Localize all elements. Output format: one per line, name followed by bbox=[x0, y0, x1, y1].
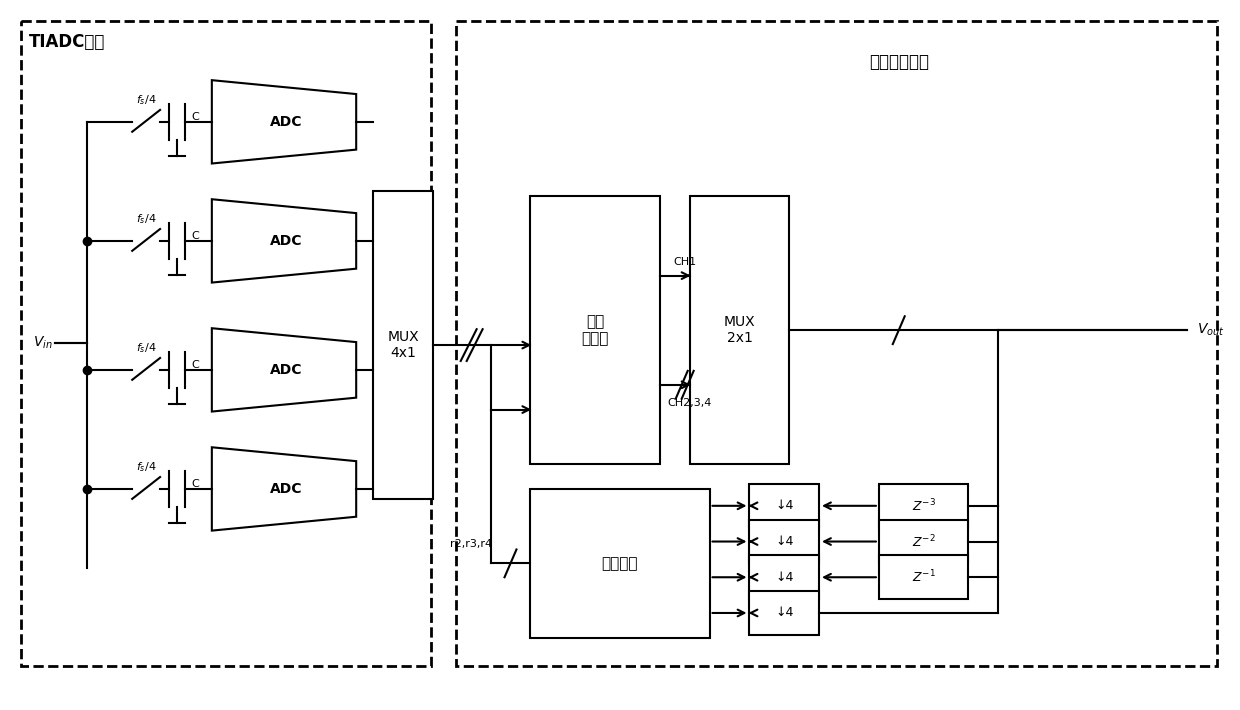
Bar bbox=[531, 489, 709, 638]
Text: MUX
4x1: MUX 4x1 bbox=[387, 330, 419, 360]
Text: $f_s/4$: $f_s/4$ bbox=[136, 460, 156, 474]
Bar bbox=[531, 196, 660, 464]
Text: TIADC系统: TIADC系统 bbox=[29, 33, 105, 51]
Polygon shape bbox=[212, 328, 356, 412]
Text: $f_s/4$: $f_s/4$ bbox=[136, 93, 156, 107]
Bar bbox=[749, 555, 820, 599]
Text: ↓4: ↓4 bbox=[775, 535, 794, 548]
Bar bbox=[749, 591, 820, 635]
Polygon shape bbox=[212, 80, 356, 163]
Text: ADC: ADC bbox=[270, 234, 303, 248]
Text: CH1: CH1 bbox=[673, 257, 697, 267]
Text: $V_{in}$: $V_{in}$ bbox=[32, 335, 52, 351]
Text: MUX
2x1: MUX 2x1 bbox=[724, 315, 755, 345]
Polygon shape bbox=[212, 200, 356, 283]
Text: $V_{out}$: $V_{out}$ bbox=[1198, 322, 1225, 339]
Text: ↓4: ↓4 bbox=[775, 571, 794, 584]
Bar bbox=[21, 21, 430, 665]
Bar bbox=[456, 21, 1218, 665]
Bar bbox=[749, 520, 820, 563]
Text: $Z^{-3}$: $Z^{-3}$ bbox=[911, 498, 936, 514]
Text: 数字校准部分: 数字校准部分 bbox=[869, 53, 929, 71]
Text: C: C bbox=[191, 479, 198, 489]
Text: ↓4: ↓4 bbox=[775, 499, 794, 513]
Bar bbox=[749, 484, 820, 528]
Bar bbox=[373, 191, 433, 499]
Text: $f_s/4$: $f_s/4$ bbox=[136, 341, 156, 355]
Text: ADC: ADC bbox=[270, 363, 303, 377]
Bar bbox=[879, 555, 968, 599]
Bar bbox=[689, 196, 789, 464]
Bar bbox=[879, 520, 968, 563]
Text: ADC: ADC bbox=[270, 482, 303, 496]
Text: $Z^{-2}$: $Z^{-2}$ bbox=[911, 533, 935, 550]
Text: C: C bbox=[191, 112, 198, 122]
Text: 重构
滤波器: 重构 滤波器 bbox=[582, 314, 609, 346]
Text: ADC: ADC bbox=[270, 115, 303, 129]
Text: 失配估计: 失配估计 bbox=[601, 556, 639, 571]
Text: ↓4: ↓4 bbox=[775, 606, 794, 619]
Text: $f_s/4$: $f_s/4$ bbox=[136, 212, 156, 226]
Text: C: C bbox=[191, 360, 198, 370]
Text: r2,r3,r4: r2,r3,r4 bbox=[450, 538, 492, 549]
Bar bbox=[879, 484, 968, 528]
Text: $Z^{-1}$: $Z^{-1}$ bbox=[911, 569, 935, 586]
Text: C: C bbox=[191, 231, 198, 241]
Polygon shape bbox=[212, 447, 356, 530]
Text: CH2,3,4: CH2,3,4 bbox=[667, 398, 712, 408]
